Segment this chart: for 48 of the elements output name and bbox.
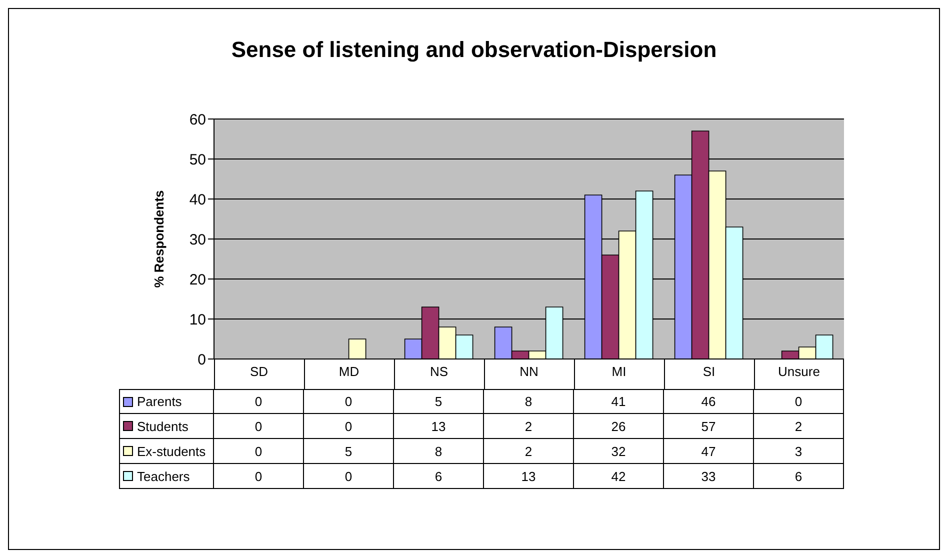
x-tick-label: SD: [250, 364, 268, 380]
data-label: 0: [304, 464, 394, 489]
data-label: 32: [574, 439, 664, 464]
y-tick-label: 20: [189, 271, 206, 288]
legend-label: Parents: [137, 394, 182, 409]
data-label: 5: [394, 389, 484, 414]
y-tick-label: 0: [198, 351, 206, 368]
data-label: 0: [214, 414, 304, 439]
data-label: 13: [394, 414, 484, 439]
y-tick-label: 50: [189, 151, 206, 168]
data-label: 0: [304, 414, 394, 439]
legend-label: Teachers: [137, 468, 190, 484]
data-label: 33: [664, 464, 754, 489]
data-label: 8: [484, 389, 574, 414]
y-tick-label: 40: [189, 191, 206, 208]
y-tick-label: 30: [189, 231, 206, 248]
data-label: 41: [574, 389, 664, 414]
legend-label: Ex-students: [137, 444, 206, 458]
x-tick-label: Unsure: [778, 364, 820, 380]
data-label: 47: [664, 439, 754, 464]
data-label: 5: [304, 439, 394, 464]
data-label: 26: [574, 414, 664, 439]
data-label: 2: [754, 414, 844, 439]
x-tick-label: MD: [338, 364, 360, 380]
x-tick-label: SI: [702, 364, 716, 380]
data-label: 0: [214, 389, 304, 414]
data-label: 8: [394, 439, 484, 464]
x-tick-label: NN: [520, 364, 538, 380]
data-label: 0: [214, 439, 304, 464]
data-label: 2: [484, 414, 574, 439]
chart-title: Sense of listening and observation-Dispersion: [230, 37, 718, 63]
data-label: 3: [754, 439, 844, 464]
data-label: 46: [664, 389, 754, 414]
data-label: 13: [484, 464, 574, 489]
y-tick-label: 60: [189, 111, 206, 128]
data-label: 6: [754, 464, 844, 489]
data-label: 0: [304, 389, 394, 414]
data-label: 0: [214, 464, 304, 489]
data-label: 42: [574, 464, 664, 489]
x-tick-label: NS: [430, 364, 448, 380]
x-tick-label: MI: [612, 364, 626, 380]
y-axis-title: % Respondents: [152, 190, 166, 288]
legend-label: Students: [137, 418, 188, 434]
data-label: 57: [664, 414, 754, 439]
data-label: 0: [754, 389, 844, 414]
data-label: 2: [484, 439, 574, 464]
data-label: 6: [394, 464, 484, 489]
y-tick-label: 10: [189, 311, 206, 328]
